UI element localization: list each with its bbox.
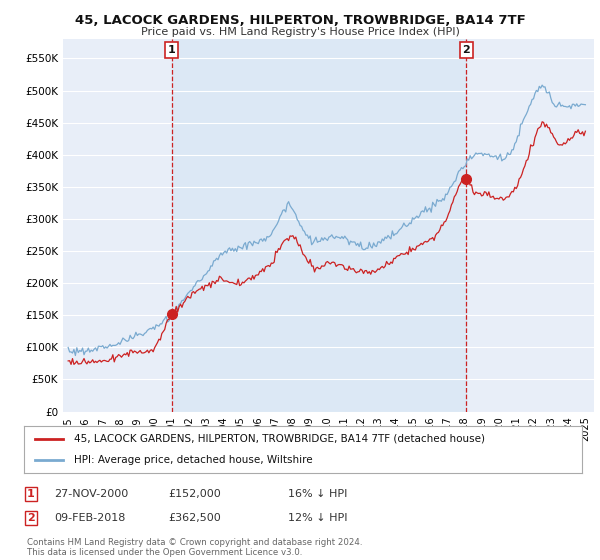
Text: 09-FEB-2018: 09-FEB-2018	[54, 513, 125, 523]
Text: 45, LACOCK GARDENS, HILPERTON, TROWBRIDGE, BA14 7TF (detached house): 45, LACOCK GARDENS, HILPERTON, TROWBRIDG…	[74, 434, 485, 444]
Text: 27-NOV-2000: 27-NOV-2000	[54, 489, 128, 499]
Text: 45, LACOCK GARDENS, HILPERTON, TROWBRIDGE, BA14 7TF: 45, LACOCK GARDENS, HILPERTON, TROWBRIDG…	[74, 14, 526, 27]
Text: 2: 2	[463, 45, 470, 55]
Text: 1: 1	[27, 489, 35, 499]
Text: £152,000: £152,000	[168, 489, 221, 499]
Text: 16% ↓ HPI: 16% ↓ HPI	[288, 489, 347, 499]
Text: Price paid vs. HM Land Registry's House Price Index (HPI): Price paid vs. HM Land Registry's House …	[140, 27, 460, 37]
Text: Contains HM Land Registry data © Crown copyright and database right 2024.
This d: Contains HM Land Registry data © Crown c…	[27, 538, 362, 557]
Text: £362,500: £362,500	[168, 513, 221, 523]
Text: 1: 1	[168, 45, 175, 55]
Bar	[172, 39, 466, 412]
Text: 2: 2	[27, 513, 35, 523]
Text: 12% ↓ HPI: 12% ↓ HPI	[288, 513, 347, 523]
Text: HPI: Average price, detached house, Wiltshire: HPI: Average price, detached house, Wilt…	[74, 455, 313, 465]
